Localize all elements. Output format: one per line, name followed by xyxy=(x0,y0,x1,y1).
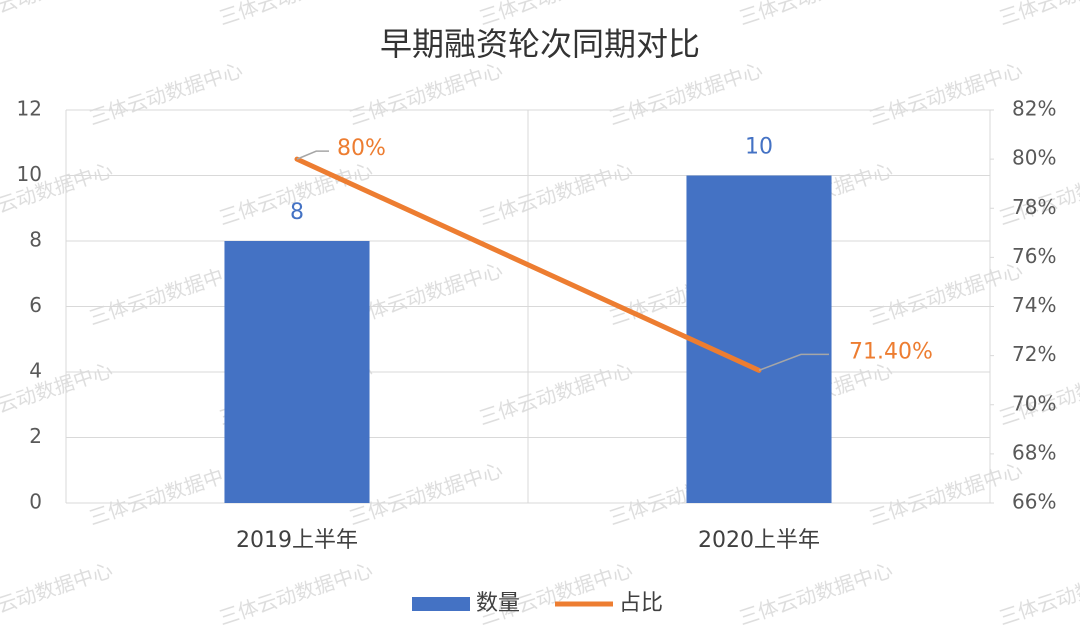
watermark: 三体云动数据中心 xyxy=(476,158,636,230)
y-tick-label: 2 xyxy=(29,424,42,448)
chart-title: 早期融资轮次同期对比 xyxy=(380,25,700,63)
watermark: 三体云动数据中心 xyxy=(736,558,896,630)
watermark: 三体云动数据中心 xyxy=(0,358,115,430)
watermark: 三体云动数据中心 xyxy=(866,458,1026,530)
legend-label: 占比 xyxy=(619,591,663,616)
y2-tick-label: 78% xyxy=(1012,195,1056,219)
watermark: 三体云动数据中心 xyxy=(996,0,1080,30)
legend-swatch xyxy=(412,597,470,611)
leader-line xyxy=(758,353,829,372)
data-label: 71.40% xyxy=(849,339,933,364)
data-label: 8 xyxy=(290,200,304,225)
watermark: 三体云动数据中心 xyxy=(346,258,506,330)
y2-tick-label: 74% xyxy=(1012,293,1056,317)
x-tick-label: 2020上半年 xyxy=(698,528,820,553)
watermark: 三体云动数据中心 xyxy=(866,258,1026,330)
watermark: 三体云动数据中心 xyxy=(866,58,1026,130)
watermark: 三体云动数据中心 xyxy=(996,558,1080,630)
watermark: 三体云动数据中心 xyxy=(346,458,506,530)
watermark: 三体云动数据中心 xyxy=(216,0,376,30)
y-tick-label: 0 xyxy=(29,490,42,514)
legend-label: 数量 xyxy=(476,591,520,616)
watermark: 三体云动数据中心 xyxy=(216,558,376,630)
watermark: 三体云动数据中心 xyxy=(736,0,896,30)
watermark-layer: 三体云动数据中心 三体云动数据中心 三体云动数据中心 三体云动数据中心三体云动数据中心… xyxy=(0,0,1080,630)
watermark: 三体云动数据中心 xyxy=(476,358,636,430)
y2-tick-label: 80% xyxy=(1012,146,1056,170)
line xyxy=(294,156,762,373)
y2-tick-label: 72% xyxy=(1012,342,1056,366)
y-tick-label: 4 xyxy=(29,359,42,383)
y2-tick-label: 82% xyxy=(1012,97,1056,121)
data-label: 80% xyxy=(337,136,386,161)
watermark: 三体云动数据中心 xyxy=(86,458,246,530)
leader-line xyxy=(296,150,329,160)
bar xyxy=(686,175,832,503)
y-tick-label: 6 xyxy=(29,293,42,317)
watermark: 三体云动数据中心 xyxy=(86,58,246,130)
watermark: 三体云动数据中心 xyxy=(0,0,115,30)
y2-tick-label: 70% xyxy=(1012,391,1056,415)
x-tick-label: 2019上半年 xyxy=(236,528,358,553)
y-tick-label: 10 xyxy=(17,162,42,186)
watermark: 三体云动数据中心 xyxy=(86,258,246,330)
y2-tick-label: 76% xyxy=(1012,244,1056,268)
y2-tick-label: 68% xyxy=(1012,440,1056,464)
bar xyxy=(224,241,370,503)
y2-tick-label: 66% xyxy=(1012,490,1056,514)
data-label: 10 xyxy=(745,135,773,160)
y-tick-label: 8 xyxy=(29,228,42,252)
watermark: 三体云动数据中心 xyxy=(346,58,506,130)
y-tick-label: 12 xyxy=(17,97,42,121)
watermark: 三体云动数据中心 xyxy=(0,558,115,630)
watermark: 三体云动数据中心 xyxy=(606,58,766,130)
